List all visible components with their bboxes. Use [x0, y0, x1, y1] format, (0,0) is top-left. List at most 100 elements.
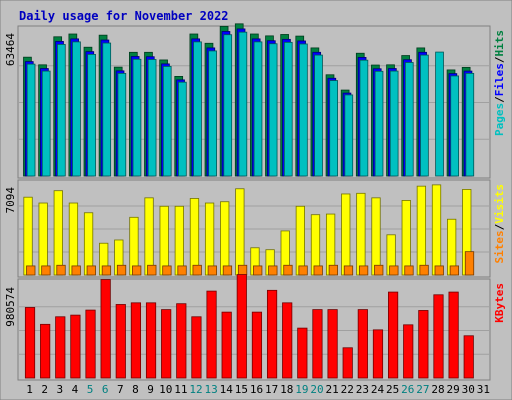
bar-sites-day-12 — [192, 264, 202, 276]
bar-pages-day-3 — [57, 44, 66, 177]
bar-pages-day-17 — [268, 43, 278, 177]
bar-sites-day-28 — [434, 265, 444, 276]
panel-kbytes: 980574 KBytes — [4, 274, 506, 381]
bar-kbytes-day-12 — [191, 316, 202, 379]
series-legend-label: Sites/Visits — [493, 184, 506, 264]
x-tick-label: 19 — [295, 383, 308, 396]
bar-pages-day-19 — [299, 43, 308, 177]
bar-kbytes-day-29 — [448, 291, 459, 379]
bar-kbytes-day-17 — [266, 289, 278, 379]
bar-visits-day-28 — [431, 184, 442, 276]
x-tick-label: 8 — [132, 383, 139, 396]
bar-kbytes-day-20 — [312, 309, 323, 379]
x-tick-label: 6 — [102, 383, 109, 396]
panel-bars — [23, 184, 475, 276]
y-max-label: 980574 — [4, 287, 17, 327]
bar-visits-day-15 — [235, 188, 245, 276]
x-tick-label: 12 — [189, 383, 202, 396]
bar-kbytes-day-27 — [418, 310, 429, 379]
bar-pages-day-6 — [102, 42, 112, 177]
bar-pages-day-29 — [450, 75, 460, 177]
x-tick-label: 11 — [174, 383, 187, 396]
bar-sites-day-5 — [86, 265, 96, 276]
bar-sites-day-2 — [41, 265, 51, 276]
bar-kbytes-day-18 — [282, 302, 293, 379]
x-tick-label: 7 — [117, 383, 124, 396]
bar-sites-day-15 — [237, 264, 248, 276]
x-tick-label: 29 — [447, 383, 460, 396]
x-tick-label: 15 — [235, 383, 248, 396]
x-tick-label: 24 — [371, 383, 385, 396]
series-legend-label: Pages/Files/Hits — [493, 30, 506, 136]
x-tick-label: 22 — [341, 383, 354, 396]
bar-pages-day-13 — [208, 50, 217, 177]
chart-title: Daily usage for November 2022 — [19, 9, 229, 23]
bar-pages-day-27 — [420, 54, 429, 177]
bar-pages-day-1 — [26, 63, 36, 177]
x-tick-label: 14 — [220, 383, 234, 396]
x-tick-label: 17 — [265, 383, 278, 396]
x-tick-label: 18 — [280, 383, 293, 396]
bar-visits-day-3 — [53, 190, 63, 276]
x-tick-label: 16 — [250, 383, 263, 396]
bar-sites-day-22 — [343, 265, 354, 276]
x-tick-label: 3 — [57, 383, 64, 396]
x-tick-label: 5 — [87, 383, 94, 396]
bar-kbytes-day-8 — [130, 302, 142, 379]
bar-pages-day-20 — [314, 54, 323, 177]
bar-kbytes-day-15 — [236, 274, 247, 379]
bar-sites-day-30 — [464, 251, 475, 276]
bar-pages-day-10 — [162, 66, 172, 177]
x-tick-label: 13 — [204, 383, 217, 396]
bar-pages-day-14 — [223, 34, 233, 177]
bar-kbytes-day-10 — [161, 309, 172, 379]
bar-kbytes-day-7 — [115, 304, 126, 379]
bar-pages-day-9 — [147, 59, 157, 177]
bar-pages-day-28 — [435, 51, 444, 177]
bar-pages-day-24 — [374, 70, 384, 177]
x-axis-day-labels: 1 2 3 4 5 6 7 8 9 10 11 12 13 14 15 16 17 18 19 20 21 22 23 24 2… — [26, 383, 490, 396]
bar-sites-day-8 — [132, 265, 142, 276]
bar-kbytes-day-9 — [145, 302, 157, 379]
bar-sites-day-25 — [389, 265, 399, 276]
bar-sites-day-9 — [147, 264, 157, 276]
bar-sites-day-10 — [162, 265, 172, 276]
bar-kbytes-day-19 — [297, 327, 308, 379]
bar-pages-day-18 — [283, 41, 293, 177]
bar-visits-day-1 — [23, 196, 33, 276]
bar-visits-day-19 — [295, 205, 305, 276]
x-tick-label: 31 — [477, 383, 490, 396]
bar-visits-day-26 — [401, 200, 411, 276]
panel-bars — [23, 23, 475, 177]
bar-kbytes-day-24 — [372, 329, 384, 379]
bar-pages-day-2 — [41, 70, 51, 177]
bar-visits-day-22 — [341, 193, 351, 276]
bar-sites-day-21 — [328, 264, 338, 276]
x-tick-label: 23 — [356, 383, 369, 396]
x-tick-label: 27 — [416, 383, 429, 396]
bar-kbytes-day-3 — [55, 316, 66, 379]
bar-pages-day-4 — [72, 41, 81, 177]
bar-kbytes-day-26 — [403, 324, 414, 379]
x-tick-label: 21 — [326, 383, 339, 396]
y-max-label: 63464 — [4, 33, 17, 66]
panel-hits-files-pages: 63464 Pages/Files/Hits — [4, 23, 506, 179]
bar-kbytes-day-23 — [357, 309, 368, 379]
bar-pages-day-15 — [238, 31, 248, 177]
bar-visits-day-27 — [416, 185, 427, 276]
panel-visits-sites: 7094 Sites/Visits — [4, 179, 506, 278]
panel-bars — [24, 274, 474, 379]
bar-visits-day-23 — [356, 192, 366, 276]
bar-visits-day-11 — [174, 205, 184, 276]
bar-sites-day-14 — [222, 265, 233, 276]
x-tick-label: 10 — [159, 383, 172, 396]
bar-sites-day-17 — [268, 265, 278, 276]
bar-kbytes-day-4 — [70, 314, 81, 379]
bar-pages-day-5 — [87, 54, 96, 177]
bar-pages-day-23 — [359, 59, 369, 177]
bar-kbytes-day-13 — [206, 290, 217, 379]
bar-kbytes-day-16 — [251, 311, 263, 379]
bar-kbytes-day-21 — [327, 309, 338, 379]
bar-pages-day-16 — [253, 41, 263, 177]
